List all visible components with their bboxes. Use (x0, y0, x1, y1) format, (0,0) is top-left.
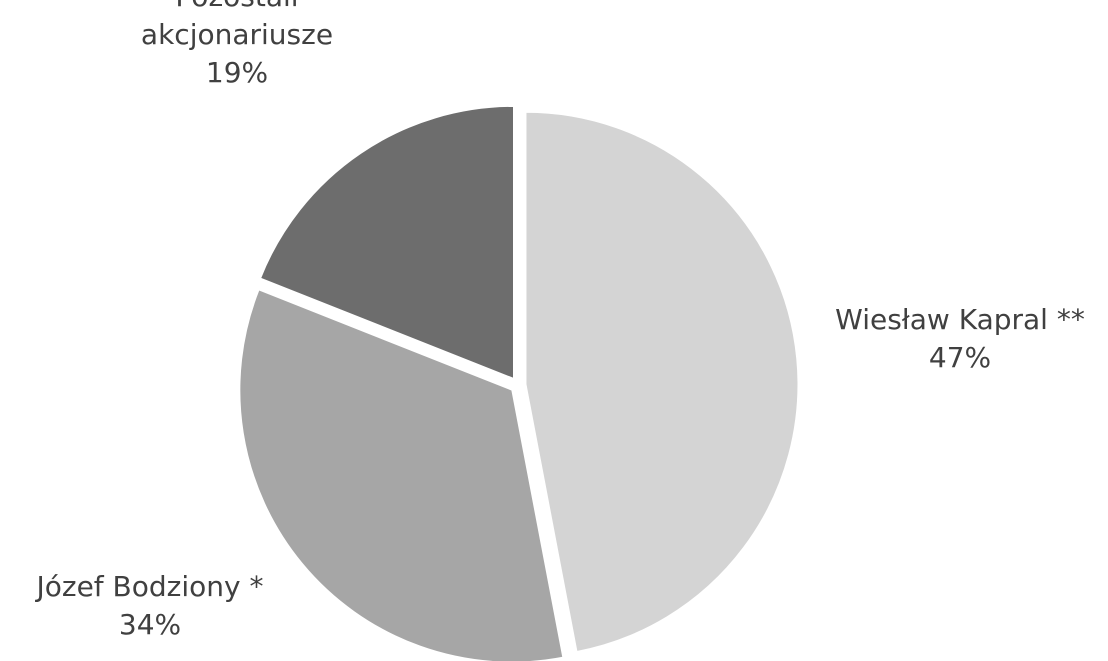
pie-slice-name: Pozostali (175, 0, 298, 13)
pie-slice-percent: 19% (206, 56, 268, 89)
pie-slice-name: Wiesław Kapral ** (835, 303, 1085, 336)
pie-slice-percent: 34% (119, 608, 181, 641)
pie-slice-label-2: Pozostali akcjonariusze 19% (141, 0, 333, 89)
pie-slice-percent: 47% (929, 341, 991, 374)
pie-slice-name: Józef Bodziony * (34, 570, 263, 603)
pie-slice-name: akcjonariusze (141, 18, 333, 51)
pie-slice-1 (239, 289, 564, 661)
pie-slice-label-1: Józef Bodziony * 34% (34, 570, 263, 641)
pie-slice-2 (259, 105, 515, 380)
pie-slices (239, 105, 799, 661)
pie-slice-label-0: Wiesław Kapral ** 47% (835, 303, 1085, 374)
pie-labels: Wiesław Kapral ** 47% Józef Bodziony * 34% P… (34, 0, 1084, 641)
pie-slice-0 (525, 111, 799, 653)
